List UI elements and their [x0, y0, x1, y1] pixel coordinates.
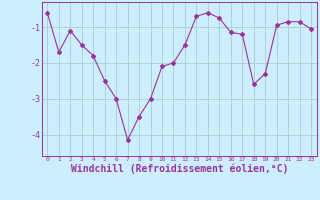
X-axis label: Windchill (Refroidissement éolien,°C): Windchill (Refroidissement éolien,°C): [70, 164, 288, 174]
